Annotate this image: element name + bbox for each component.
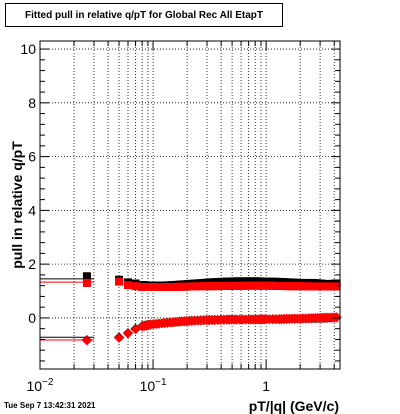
tick-labels: 0 2 4 6 8 10 10−2 10−1 1 (20, 41, 270, 394)
data-point (115, 277, 124, 286)
data-point (81, 335, 92, 346)
data-point (123, 281, 132, 290)
data-point (332, 282, 341, 291)
chart-title: Fitted pull in relative q/pT for Global … (5, 3, 283, 27)
x-tick-label: 10−1 (140, 377, 167, 394)
y-tick-label: 10 (20, 41, 36, 57)
data-point (82, 278, 91, 287)
fit-lines (40, 278, 94, 341)
y-axis-label: pull in relative q/pT (9, 141, 25, 269)
plot-frame (39, 40, 341, 370)
x-tick-label: 10−2 (27, 377, 54, 394)
data-point (122, 328, 133, 339)
y-tick-label: 0 (28, 310, 36, 326)
y-tick-label: 8 (28, 95, 36, 111)
timestamp: Tue Sep 7 13:42:31 2021 (4, 401, 96, 410)
data-point (114, 332, 125, 343)
axis-ticks (39, 41, 340, 369)
data-point (331, 312, 342, 323)
x-tick-label: 1 (262, 378, 270, 394)
data-point (82, 272, 91, 281)
data-markers (81, 272, 342, 346)
x-axis-label: pT/|q| (GeV/c) (249, 398, 339, 414)
y-tick-label: 4 (28, 202, 36, 218)
y-tick-label: 2 (28, 256, 36, 272)
data-point (131, 282, 140, 291)
y-tick-label: 6 (28, 149, 36, 165)
